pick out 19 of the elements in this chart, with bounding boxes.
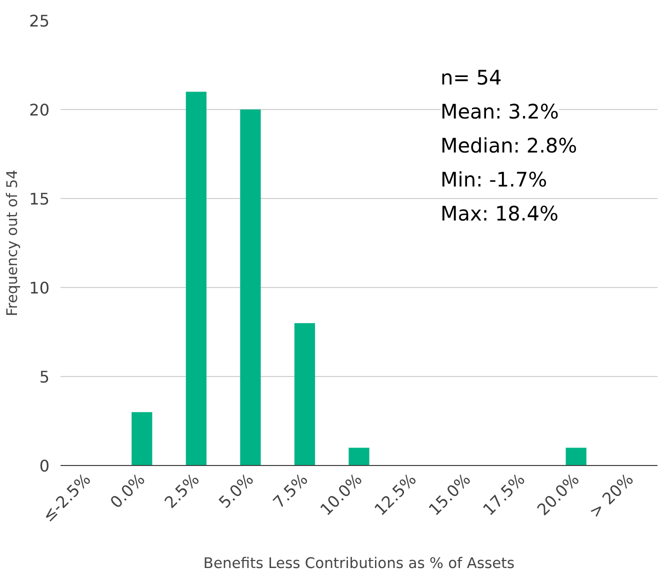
y-tick-label: 15 (29, 190, 50, 208)
bar (132, 412, 152, 466)
annotation: Median: 2.8% (440, 134, 578, 158)
x-axis-title: Benefits Less Contributions as % of Assets (203, 555, 515, 572)
bar (294, 323, 316, 466)
annotation: n= 54 (440, 66, 502, 90)
bar (566, 448, 586, 466)
y-tick-label: 25 (29, 12, 50, 30)
y-axis-title: Frequency out of 54 (4, 170, 22, 316)
annotation: Max: 18.4% (440, 202, 558, 226)
bar (348, 448, 370, 466)
y-tick-label: 0 (39, 456, 50, 476)
annotation: Mean: 3.2% (440, 100, 559, 124)
y-tick-label: 20 (29, 100, 50, 120)
bar (240, 110, 261, 466)
y-tick-label: 5 (39, 368, 50, 386)
annotation: Min: -1.7% (440, 168, 548, 192)
y-tick-label: 10 (29, 278, 50, 298)
bar (186, 92, 206, 466)
